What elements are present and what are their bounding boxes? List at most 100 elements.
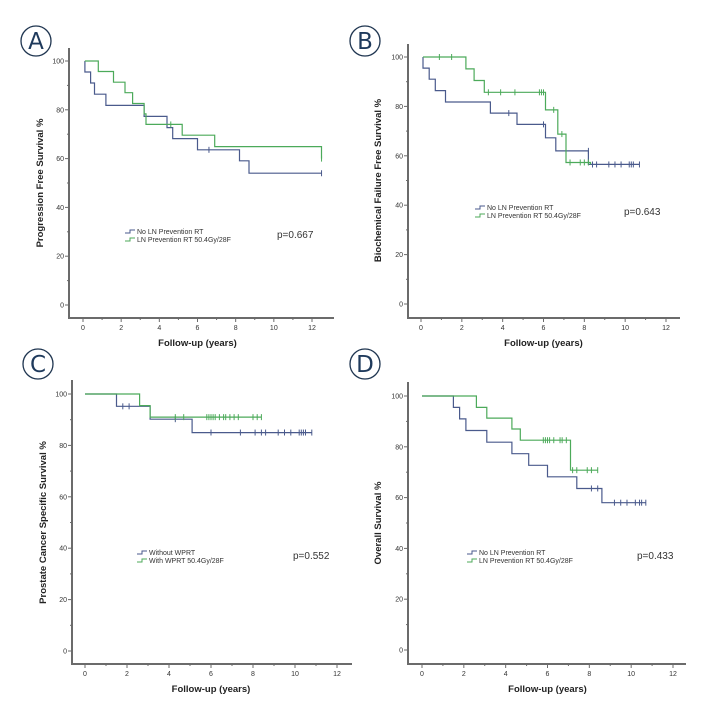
- y-tick-label: 80: [395, 444, 403, 451]
- axes: [407, 382, 686, 665]
- p-value: p=0.643: [624, 207, 661, 218]
- y-tick-label: 100: [391, 394, 403, 401]
- y-tick-label: 0: [399, 648, 403, 655]
- axes: [407, 44, 680, 319]
- axes: [71, 380, 352, 665]
- y-tick-label: 0: [63, 649, 67, 656]
- legend-label: With WPRT 50.4Gy/28F: [149, 558, 224, 565]
- y-tick-label: 40: [395, 203, 403, 210]
- panel-d: D 0 20 40 60 80 100 0 2 4 6 8 10 12 Follow-up (years) O…: [349, 348, 686, 695]
- x-tick-label: 8: [251, 671, 255, 678]
- survival-curve: [422, 395, 598, 471]
- x-tick-label: 10: [627, 671, 635, 678]
- legend-swatch: [467, 550, 477, 555]
- series-treatment: [84, 60, 323, 162]
- series-control: [422, 57, 640, 168]
- x-tick-label: 12: [333, 671, 341, 678]
- x-tick-label: 8: [234, 325, 238, 332]
- y-axis-title: Overall Survival %: [373, 481, 384, 564]
- legend-swatch: [125, 237, 135, 242]
- survival-curve: [84, 60, 323, 159]
- x-tick-label: 6: [542, 325, 546, 332]
- y-tick-label: 20: [395, 597, 403, 604]
- x-tick-label: 4: [167, 671, 171, 678]
- series-control: [85, 393, 313, 436]
- series-control: [84, 61, 323, 177]
- legend-swatch: [467, 558, 477, 563]
- x-axis-title: Follow-up (years): [172, 684, 251, 695]
- y-axis-title: Biochemical Failure Free Survival %: [373, 98, 384, 262]
- x-tick-label: 2: [462, 671, 466, 678]
- panel-label-c: C: [22, 348, 54, 380]
- p-value: p=0.433: [637, 551, 674, 562]
- x-tick-label: 2: [460, 325, 464, 332]
- legend-swatch: [137, 558, 147, 563]
- x-tick-label: 8: [582, 325, 586, 332]
- survival-curve: [422, 395, 646, 504]
- survival-curve: [84, 61, 322, 174]
- y-tick-label: 60: [59, 494, 67, 501]
- x-tick-label: 6: [546, 671, 550, 678]
- legend-label: No LN Prevention RT: [137, 229, 204, 236]
- x-axis-title: Follow-up (years): [504, 338, 583, 349]
- legend-label: LN Prevention RT 50.4Gy/28F: [479, 558, 573, 565]
- legend-label: No LN Prevention RT: [479, 550, 546, 557]
- legend-label: No LN Prevention RT: [487, 205, 554, 212]
- x-tick-label: 12: [669, 671, 677, 678]
- panel-label-circle: [20, 25, 52, 57]
- panel-label-b: B: [349, 25, 381, 57]
- y-tick-label: 80: [395, 104, 403, 111]
- x-tick-label: 6: [196, 325, 200, 332]
- x-axis-title: Follow-up (years): [158, 338, 237, 349]
- x-tick-label: 8: [587, 671, 591, 678]
- panel-label-letter: D: [356, 352, 374, 378]
- y-tick-label: 40: [59, 546, 67, 553]
- survival-curve: [85, 393, 312, 434]
- panel-label-circle: [349, 348, 381, 380]
- legend-label: LN Prevention RT 50.4Gy/28F: [487, 213, 581, 220]
- x-tick-label: 12: [662, 325, 670, 332]
- panel-label-a: A: [20, 25, 52, 57]
- y-tick-label: 40: [395, 546, 403, 553]
- series-treatment: [422, 395, 599, 474]
- series-control: [422, 395, 647, 506]
- y-tick-label: 20: [395, 252, 403, 259]
- x-tick-label: 4: [504, 671, 508, 678]
- x-tick-label: 10: [291, 671, 299, 678]
- y-tick-label: 40: [56, 205, 64, 212]
- panel-b: B 0 20 40 60 80 100 0 2 4 6 8 10 12 Follow-up (years) B…: [349, 25, 680, 349]
- y-tick-label: 20: [56, 254, 64, 261]
- panel-label-circle: [349, 25, 381, 57]
- legend-label: LN Prevention RT 50.4Gy/28F: [137, 237, 231, 244]
- p-value: p=0.667: [277, 230, 314, 241]
- y-tick-label: 20: [59, 597, 67, 604]
- survival-curve: [423, 56, 592, 165]
- survival-curve: [422, 57, 640, 165]
- y-tick-label: 80: [59, 443, 67, 450]
- legend-label: Without WPRT: [149, 550, 196, 557]
- x-tick-label: 4: [157, 325, 161, 332]
- panel-label-letter: C: [30, 352, 46, 378]
- x-tick-label: 0: [419, 325, 423, 332]
- x-tick-label: 2: [119, 325, 123, 332]
- y-tick-label: 60: [56, 156, 64, 163]
- x-tick-label: 0: [83, 671, 87, 678]
- legend-swatch: [125, 229, 135, 234]
- panel-label-letter: B: [357, 29, 373, 55]
- p-value: p=0.552: [293, 551, 330, 562]
- y-tick-label: 100: [391, 55, 403, 62]
- legend-swatch: [475, 205, 485, 210]
- x-tick-label: 2: [125, 671, 129, 678]
- x-tick-label: 12: [308, 325, 316, 332]
- y-tick-label: 80: [56, 107, 64, 114]
- panel-a: A 0 20 40 60 80 100 0 2 4 6 8 10 12 Follow-up (years) P…: [20, 25, 334, 349]
- legend-swatch: [475, 213, 485, 218]
- x-tick-label: 0: [81, 325, 85, 332]
- y-tick-label: 0: [399, 302, 403, 309]
- x-tick-label: 6: [209, 671, 213, 678]
- panel-label-circle: [22, 348, 54, 380]
- y-tick-label: 100: [55, 392, 67, 399]
